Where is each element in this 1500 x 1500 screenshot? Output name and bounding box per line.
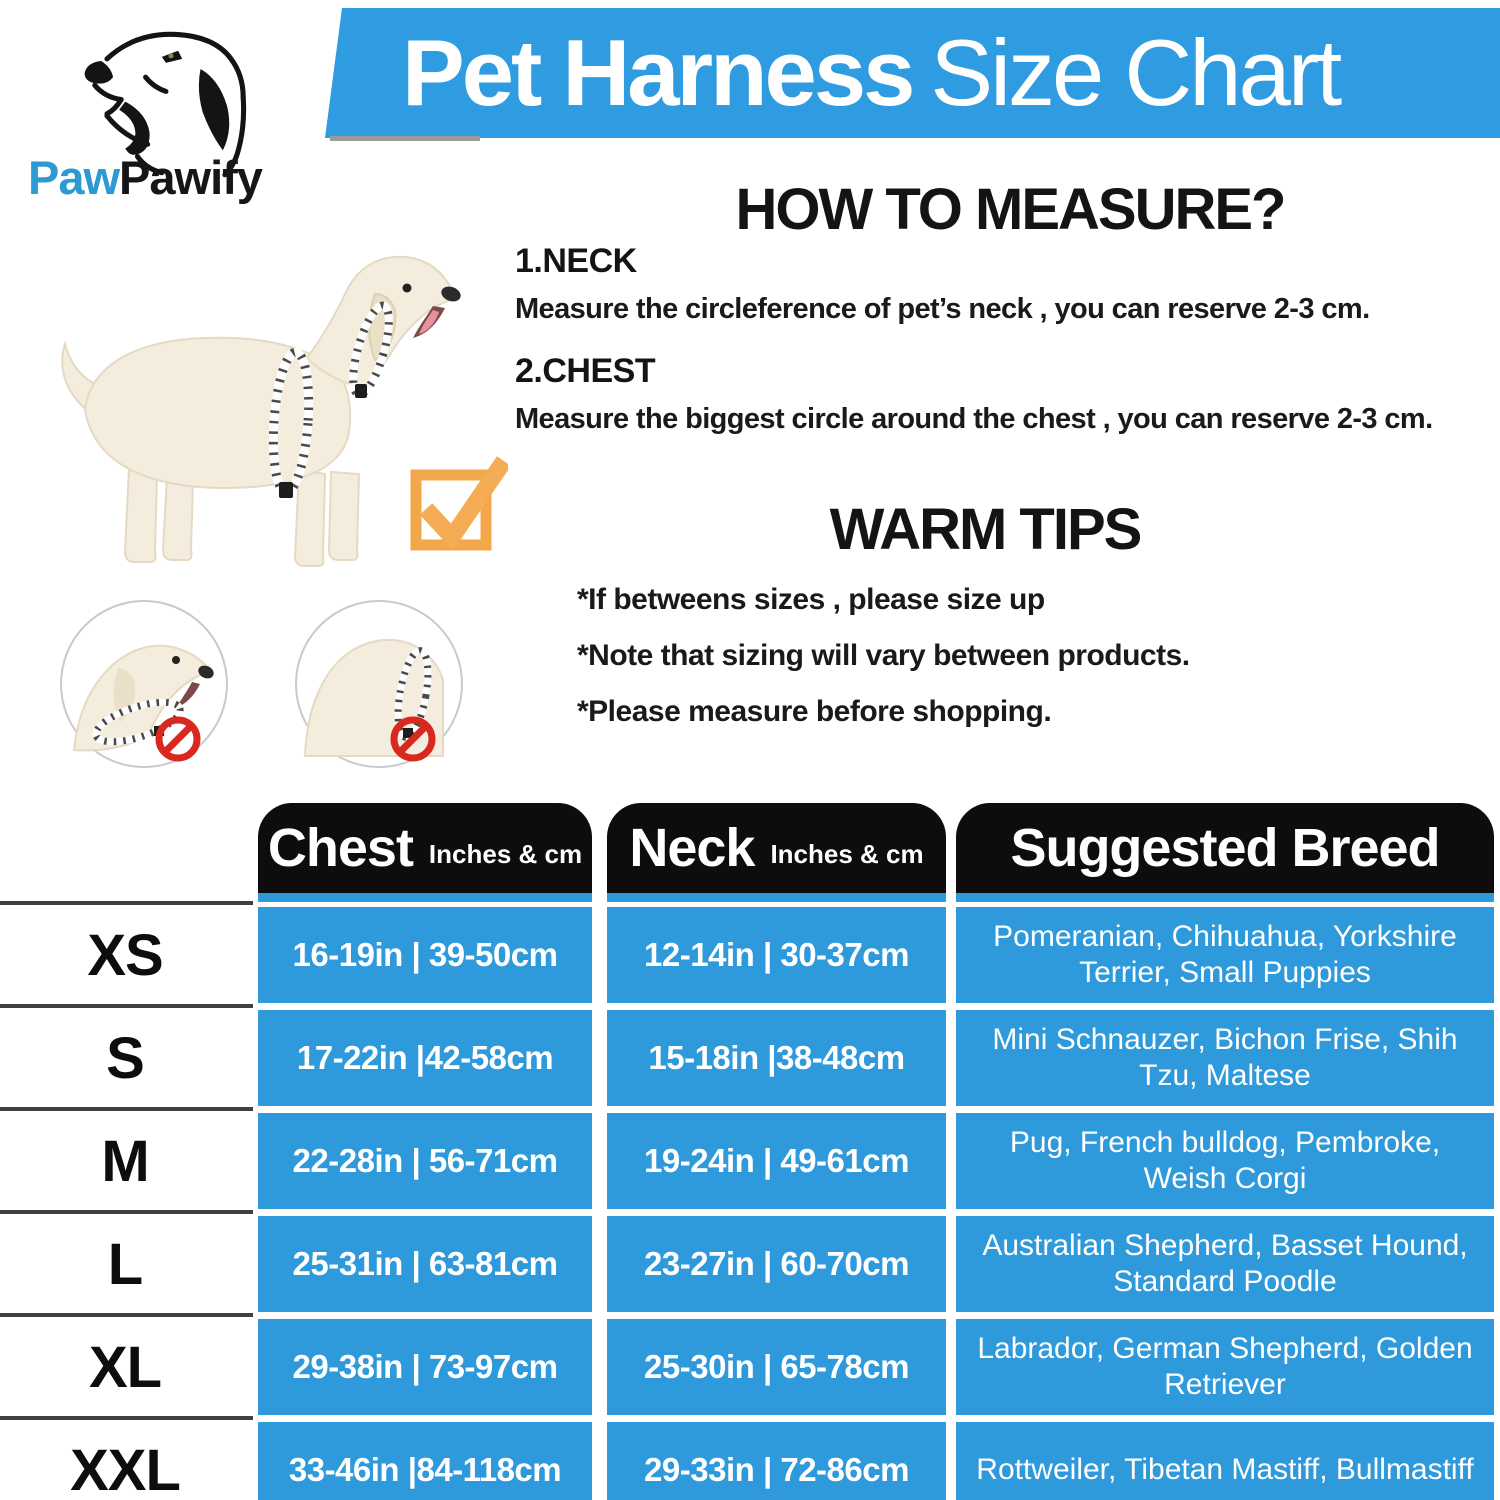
breed-header-title: Suggested Breed xyxy=(1010,818,1440,878)
size-label-m: M xyxy=(101,1128,149,1194)
chest-value-xxl: 33-46in |84-118cm xyxy=(258,1422,592,1500)
warm-tips-list: *If betweens sizes , please size up *Not… xyxy=(577,572,1437,740)
row-divider xyxy=(0,1107,253,1111)
breed-value-xl: Labrador, German Shepherd, Golden Retrie… xyxy=(956,1319,1494,1415)
warm-tips-heading: WARM TIPS xyxy=(829,497,1143,562)
size-label-s: S xyxy=(106,1025,145,1091)
brand-name-suffix: Pawify xyxy=(119,151,263,204)
step-neck-text: Measure the circleference of pet’s neck … xyxy=(515,293,1370,325)
size-label-l: L xyxy=(107,1231,143,1297)
tip-1: *If betweens sizes , please size up xyxy=(577,583,1045,616)
step-neck-label: 1.NECK xyxy=(515,242,637,280)
row-divider xyxy=(0,1210,253,1214)
chest-value-m: 22-28in | 56-71cm xyxy=(258,1113,592,1209)
column-header-breed: Suggested Breed xyxy=(956,803,1494,893)
tip-3: *Please measure before shopping. xyxy=(577,695,1052,728)
measure-steps: 1.NECK Measure the circleference of pet’… xyxy=(515,242,1475,462)
header-underline xyxy=(956,893,1494,902)
title-banner: Pet Harness Size Chart xyxy=(325,8,1500,138)
brand-name: PawPawify xyxy=(28,150,308,205)
size-label-xxl: XXL xyxy=(70,1437,181,1500)
neck-header-subtitle: Inches & cm xyxy=(770,838,924,869)
header-underline xyxy=(258,893,592,902)
brand-name-prefix: Paw xyxy=(28,151,120,204)
prohibited-icon xyxy=(155,716,201,762)
size-table: Chest Inches & cm Neck Inches & cm Sugge… xyxy=(0,803,1500,1500)
row-divider xyxy=(0,1004,253,1008)
wrong-neck-measure-icon xyxy=(60,600,228,768)
chest-value-xl: 29-38in | 73-97cm xyxy=(258,1319,592,1415)
neck-value-m: 19-24in | 49-61cm xyxy=(607,1113,946,1209)
row-divider xyxy=(0,901,253,905)
breed-value-m: Pug, French bulldog, Pembroke, Weish Cor… xyxy=(956,1113,1494,1209)
neck-value-l: 23-27in | 60-70cm xyxy=(607,1216,946,1312)
banner-shadow xyxy=(330,136,480,141)
chest-value-xs: 16-19in | 39-50cm xyxy=(258,907,592,1003)
row-divider xyxy=(0,1416,253,1420)
neck-value-xs: 12-14in | 30-37cm xyxy=(607,907,946,1003)
neck-value-xl: 25-30in | 65-78cm xyxy=(607,1319,946,1415)
neck-value-s: 15-18in |38-48cm xyxy=(607,1010,946,1106)
page-title-light: Size Chart xyxy=(930,20,1342,125)
prohibited-icon xyxy=(390,716,436,762)
breed-value-l: Australian Shepherd, Basset Hound, Stand… xyxy=(956,1216,1494,1312)
tip-2: *Note that sizing will vary between prod… xyxy=(577,639,1190,672)
chest-header-title: Chest xyxy=(267,818,414,878)
dog-head-logo-icon xyxy=(84,31,247,178)
breed-value-xxl: Rottweiler, Tibetan Mastiff, Bullmastiff xyxy=(956,1422,1494,1500)
wrong-chest-measure-icon xyxy=(295,600,463,768)
step-chest-text: Measure the biggest circle around the ch… xyxy=(515,403,1433,435)
chest-header-subtitle: Inches & cm xyxy=(428,838,583,869)
chest-value-s: 17-22in |42-58cm xyxy=(258,1010,592,1106)
chest-value-l: 25-31in | 63-81cm xyxy=(258,1216,592,1312)
size-label-xl: XL xyxy=(88,1334,162,1400)
breed-value-s: Mini Schnauzer, Bichon Frise, Shih Tzu, … xyxy=(956,1010,1494,1106)
size-label-xs: XS xyxy=(87,922,163,988)
breed-value-xs: Pomeranian, Chihuahua, Yorkshire Terrier… xyxy=(956,907,1494,1003)
header-underline xyxy=(607,893,946,902)
page-title-bold: Pet Harness xyxy=(402,20,915,125)
correct-check-icon xyxy=(410,456,508,551)
column-header-chest: Chest Inches & cm xyxy=(258,803,592,893)
dog-measuring-illustration xyxy=(61,255,461,567)
row-divider xyxy=(0,1313,253,1317)
column-header-neck: Neck Inches & cm xyxy=(607,803,946,893)
step-chest-label: 2.CHEST xyxy=(515,352,656,390)
neck-header-title: Neck xyxy=(629,818,755,878)
neck-value-xxl: 29-33in | 72-86cm xyxy=(607,1422,946,1500)
how-to-measure-heading: HOW TO MEASURE? xyxy=(735,177,1287,242)
page-title: Pet Harness Size Chart xyxy=(325,8,1342,138)
